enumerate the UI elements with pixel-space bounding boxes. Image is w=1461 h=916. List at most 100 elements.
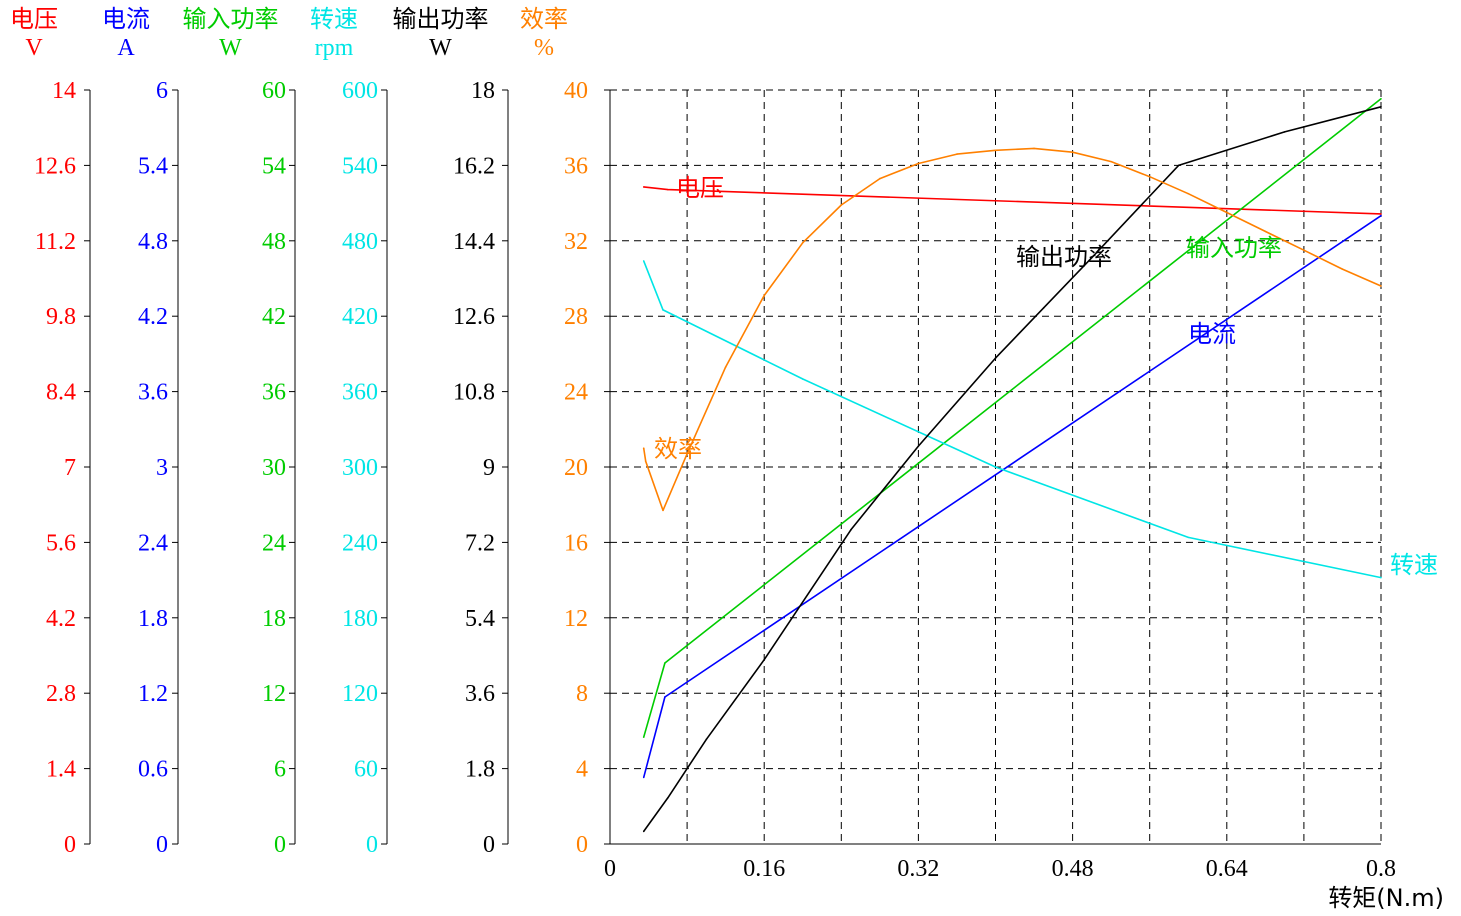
tick-label-current: 0 [156, 832, 168, 858]
data-point-output [1380, 105, 1382, 108]
series-line-voltage [643, 186, 1382, 215]
axis-unit-voltage: V [25, 35, 43, 61]
tick-label-output: 7.2 [465, 530, 495, 556]
tick-label-speed: 240 [342, 530, 378, 556]
tick-label-speed: 540 [342, 153, 378, 179]
data-point-output [917, 445, 920, 447]
axis-header-speed: 转速 rpm [304, 6, 364, 62]
data-point-efficiency [1341, 268, 1344, 270]
axis-header-output: 输出功率 W [383, 6, 498, 62]
data-point-output [642, 830, 645, 833]
tick-label-efficiency: 36 [564, 153, 588, 179]
axis-name-current: 电流 [102, 7, 150, 33]
data-point-efficiency [994, 149, 997, 152]
x-tick-label: 0.64 [1206, 856, 1248, 882]
data-point-output [994, 357, 997, 359]
data-point-output [705, 738, 708, 741]
series-label-voltage: 电压 [676, 174, 724, 202]
tick-label-voltage: 1.4 [46, 757, 76, 783]
data-point-efficiency [642, 447, 645, 449]
tick-label-voltage: 2.8 [46, 681, 76, 707]
tick-label-speed: 120 [342, 681, 378, 707]
data-point-efficiency [1110, 160, 1112, 163]
tick-label-input: 18 [262, 606, 286, 632]
x-tick-label: 0.16 [743, 856, 785, 882]
data-point-voltage [642, 186, 645, 188]
data-point-efficiency [917, 162, 920, 165]
axis-unit-input: W [219, 35, 242, 61]
data-point-input [642, 736, 645, 738]
tick-label-output: 16.2 [453, 153, 495, 179]
x-axis-label: 转矩(N.m) [1328, 884, 1444, 912]
tick-label-speed: 300 [342, 455, 378, 481]
tick-label-output: 1.8 [465, 757, 495, 783]
tick-label-efficiency: 12 [564, 606, 588, 632]
tick-label-current: 1.8 [138, 606, 168, 632]
tick-label-output: 9 [483, 455, 495, 481]
tick-label-efficiency: 40 [564, 78, 588, 104]
data-point-efficiency [1226, 211, 1228, 214]
tick-label-output: 0 [483, 832, 495, 858]
tick-label-output: 12.6 [453, 304, 495, 330]
series-label-speed: 转速 [1390, 551, 1438, 579]
data-point-voltage [1380, 213, 1382, 215]
axis-unit-efficiency: % [534, 35, 554, 61]
tick-label-efficiency: 16 [564, 530, 588, 556]
tick-label-output: 10.8 [453, 380, 495, 406]
tick-label-input: 42 [262, 304, 286, 330]
tick-label-current: 6 [156, 78, 168, 104]
data-point-speed [662, 309, 664, 311]
tick-label-current: 5.4 [138, 153, 168, 179]
tick-label-efficiency: 0 [576, 832, 588, 858]
tick-label-output: 3.6 [465, 681, 495, 707]
tick-label-input: 6 [274, 757, 286, 783]
data-point-current [664, 696, 666, 698]
tick-label-voltage: 7 [64, 455, 76, 481]
axis-name-efficiency: 效率 [520, 7, 568, 33]
tick-label-current: 2.4 [138, 530, 168, 556]
data-point-output [667, 797, 669, 799]
tick-label-efficiency: 24 [564, 380, 588, 406]
series-label-current: 电流 [1188, 320, 1236, 348]
x-tick-label: 0 [604, 856, 616, 882]
tick-label-efficiency: 20 [564, 455, 588, 481]
tick-label-current: 4.2 [138, 304, 168, 330]
axis-header-voltage: 电压 V [4, 6, 64, 62]
data-point-input [664, 662, 666, 664]
data-point-efficiency [724, 366, 727, 368]
data-point-current [642, 776, 645, 779]
tick-label-speed: 360 [342, 380, 378, 406]
series-label-output: 输出功率 [1016, 243, 1112, 271]
tick-label-input: 0 [274, 832, 286, 858]
tick-label-voltage: 9.8 [46, 304, 76, 330]
x-tick-label: 0.8 [1366, 856, 1396, 882]
data-point-efficiency [1033, 147, 1035, 150]
data-point-efficiency [1148, 175, 1151, 178]
data-point-output [850, 529, 852, 531]
data-point-efficiency [879, 177, 881, 180]
tick-label-output: 18 [471, 78, 495, 104]
data-point-efficiency [1071, 151, 1074, 154]
data-point-efficiency [956, 153, 958, 155]
tick-label-voltage: 14 [52, 78, 76, 104]
tick-label-current: 1.2 [138, 681, 168, 707]
tick-label-current: 0.6 [138, 757, 168, 783]
tick-label-input: 60 [262, 78, 286, 104]
tick-label-efficiency: 32 [564, 229, 588, 255]
data-point-efficiency [1264, 230, 1267, 233]
data-point-speed [642, 260, 645, 262]
tick-label-voltage: 0 [64, 832, 76, 858]
tick-label-current: 3.6 [138, 380, 168, 406]
axis-name-input: 输入功率 [182, 7, 279, 33]
data-point-efficiency [1303, 249, 1305, 252]
data-point-efficiency [763, 294, 765, 297]
tick-label-speed: 600 [342, 78, 378, 104]
tick-label-speed: 180 [342, 606, 378, 632]
tick-label-output: 14.4 [453, 229, 495, 255]
axis-name-speed: 转速 [310, 7, 358, 33]
tick-label-output: 5.4 [465, 606, 495, 632]
data-point-efficiency [840, 204, 843, 206]
tick-label-current: 4.8 [138, 229, 168, 255]
series-line-output [643, 106, 1382, 832]
